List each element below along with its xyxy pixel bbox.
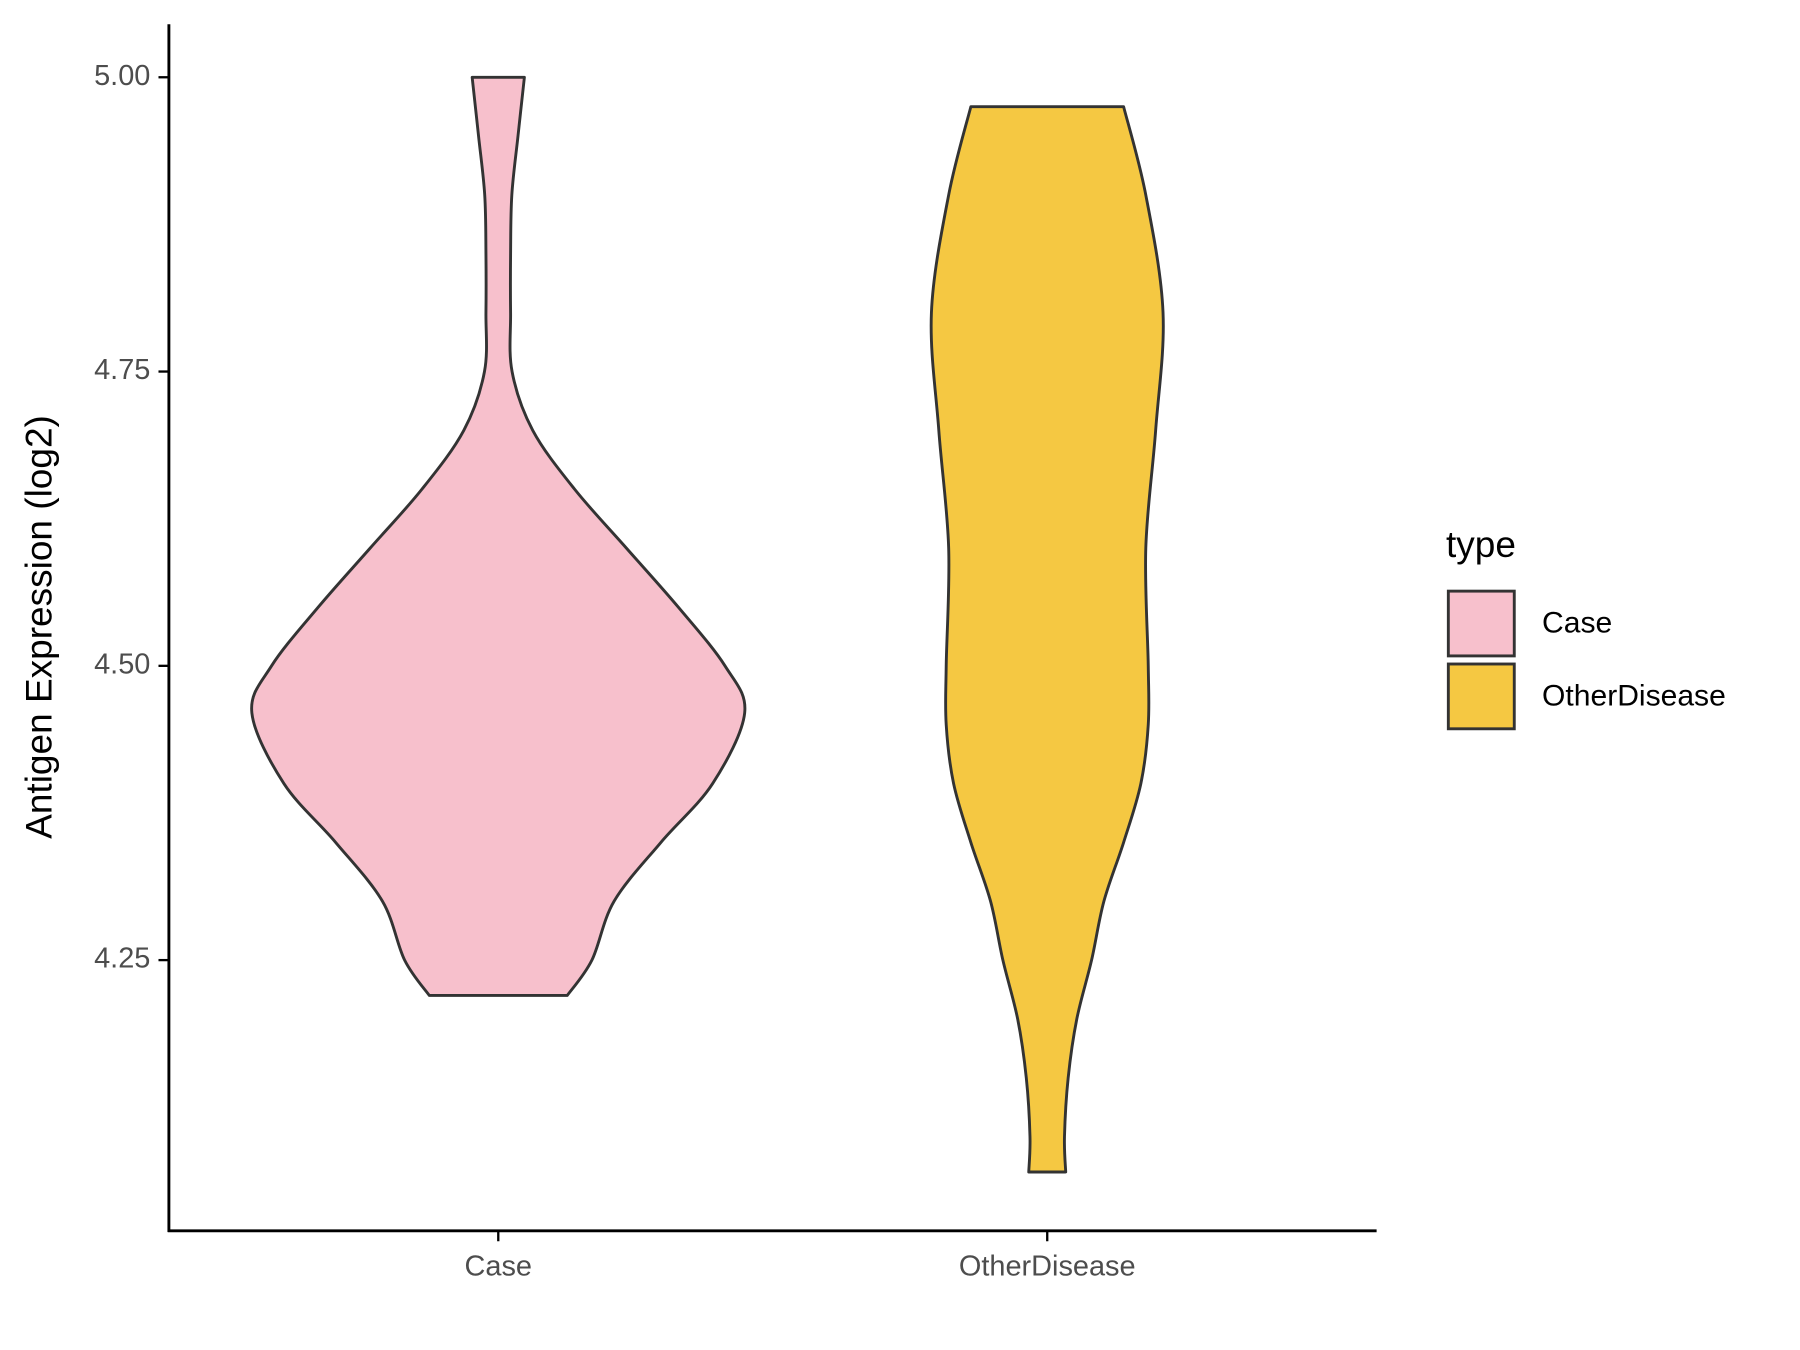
x-tick-label: OtherDisease [959,1251,1136,1283]
legend-label: OtherDisease [1542,679,1726,712]
legend-key [1446,589,1516,658]
legend-key [1446,662,1516,731]
legend-title: type [1446,523,1516,565]
y-tick-label: 4.25 [94,943,150,975]
y-tick-label: 4.75 [94,354,150,386]
y-tick-label: 5.00 [94,60,150,92]
y-axis-label: Antigen Expression (log2) [17,415,59,839]
x-tick-label: Case [465,1251,532,1283]
violin [250,75,747,997]
y-tick-label: 4.50 [94,648,150,680]
violin [929,105,1165,1174]
legend-label: Case [1542,607,1612,640]
